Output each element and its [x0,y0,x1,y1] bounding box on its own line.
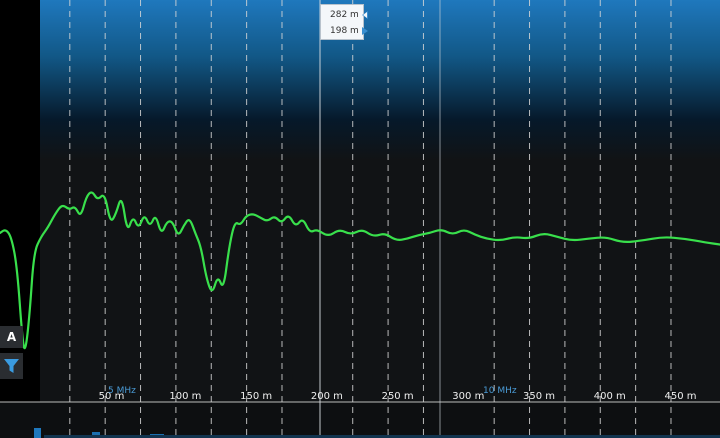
start-cursor-row[interactable]: 282 m [330,8,368,22]
header-gradient [40,0,720,160]
frequency-marker-label: 10 MHz [483,386,517,396]
cursor-left-icon [361,10,368,19]
grid-lines [69,0,672,438]
distance-tick-labels: 50 m 100 m 150 m 200 m 250 m 300 m 350 m 400 m 4… [99,391,697,402]
frequency-markers: 5 MHz 10 MHz [108,386,517,396]
distance-tick-label: 400 m [594,391,626,402]
filter-button[interactable] [0,353,23,379]
cursor-readout[interactable]: 282 m 198 m [320,4,368,40]
start-cursor-value: 282 m [330,10,359,20]
funnel-icon [4,359,19,373]
end-cursor-row[interactable]: 198 m [330,24,368,38]
mode-a-button[interactable]: A [0,326,23,348]
cursor-right-icon [361,26,368,35]
frequency-marker-label: 5 MHz [108,386,136,396]
distance-tick-label: 100 m [169,391,201,402]
distance-tick-label: 200 m [311,391,343,402]
distance-tick-label: 350 m [523,391,555,402]
distance-tick-label: 50 m [99,391,125,402]
end-cursor-value: 198 m [330,26,359,36]
distance-tick-label: 450 m [664,391,696,402]
distance-tick-label: 150 m [240,391,272,402]
trace-line [0,191,720,350]
event-bar [34,428,41,438]
distance-tick-label: 250 m [382,391,414,402]
distance-tick-label: 300 m [452,391,484,402]
event-baseline [44,435,720,438]
event-bars [34,428,720,438]
bottom-strip [0,402,720,438]
